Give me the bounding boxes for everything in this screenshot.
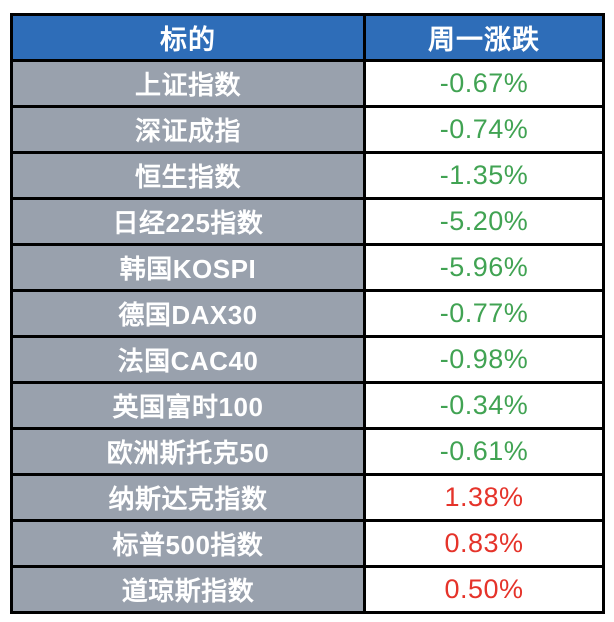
index-name-cell: 法国CAC40 [10, 335, 366, 384]
index-name-cell: 上证指数 [10, 59, 366, 108]
index-name-cell: 深证成指 [10, 105, 366, 154]
index-change-cell: -0.77% [363, 289, 605, 338]
index-change-cell: -5.96% [363, 243, 605, 292]
index-change-cell: 1.38% [363, 473, 605, 522]
index-name-cell: 欧洲斯托克50 [10, 427, 366, 476]
index-change-cell: -0.98% [363, 335, 605, 384]
table-row: 英国富时100 -0.34% [10, 381, 605, 430]
index-change-cell: -0.61% [363, 427, 605, 476]
table-row: 道琼斯指数 0.50% [10, 565, 605, 614]
table-row: 深证成指 -0.74% [10, 105, 605, 154]
table-header-row: 标的 周一涨跌 [10, 13, 605, 62]
market-index-table: 标的 周一涨跌 上证指数 -0.67% 深证成指 -0.74% 恒生指数 -1.35% 日经… [10, 13, 605, 614]
index-change-cell: -0.67% [363, 59, 605, 108]
column-header-change: 周一涨跌 [363, 13, 605, 62]
index-change-cell: 0.50% [363, 565, 605, 614]
index-change-cell: -5.20% [363, 197, 605, 246]
index-name-cell: 标普500指数 [10, 519, 366, 568]
index-name-cell: 韩国KOSPI [10, 243, 366, 292]
index-change-cell: -1.35% [363, 151, 605, 200]
index-change-cell: 0.83% [363, 519, 605, 568]
index-name-cell: 英国富时100 [10, 381, 366, 430]
table-row: 韩国KOSPI -5.96% [10, 243, 605, 292]
index-name-cell: 纳斯达克指数 [10, 473, 366, 522]
table-body: 上证指数 -0.67% 深证成指 -0.74% 恒生指数 -1.35% 日经225指数 -5.… [10, 59, 605, 614]
table-row: 日经225指数 -5.20% [10, 197, 605, 246]
table-row: 恒生指数 -1.35% [10, 151, 605, 200]
table-row: 欧洲斯托克50 -0.61% [10, 427, 605, 476]
index-name-cell: 恒生指数 [10, 151, 366, 200]
table-row: 上证指数 -0.67% [10, 59, 605, 108]
index-change-cell: -0.74% [363, 105, 605, 154]
column-header-name: 标的 [10, 13, 366, 62]
table-row: 标普500指数 0.83% [10, 519, 605, 568]
table-row: 德国DAX30 -0.77% [10, 289, 605, 338]
table-row: 纳斯达克指数 1.38% [10, 473, 605, 522]
index-name-cell: 德国DAX30 [10, 289, 366, 338]
index-name-cell: 日经225指数 [10, 197, 366, 246]
index-name-cell: 道琼斯指数 [10, 565, 366, 614]
index-change-cell: -0.34% [363, 381, 605, 430]
table-row: 法国CAC40 -0.98% [10, 335, 605, 384]
